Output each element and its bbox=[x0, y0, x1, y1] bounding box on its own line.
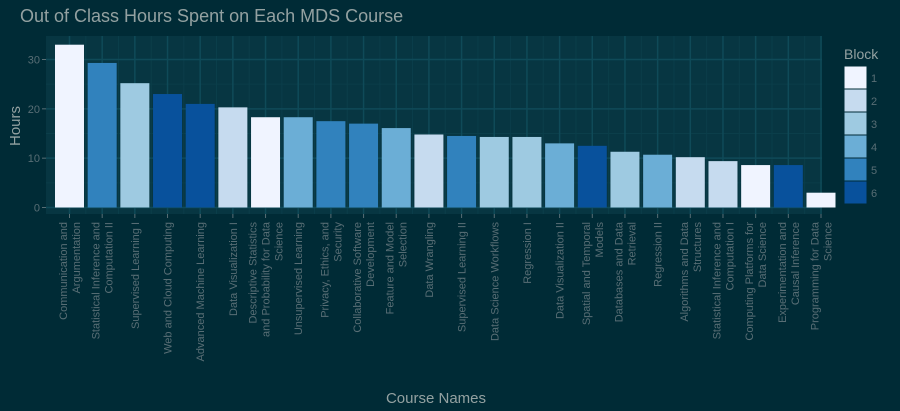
bar bbox=[479, 136, 509, 208]
bar bbox=[414, 134, 444, 208]
y-tick-label: 0 bbox=[34, 203, 40, 215]
x-tick-label: Collaborative Software bbox=[352, 222, 364, 333]
bars-group bbox=[55, 44, 836, 208]
x-tick-label: Feature and Model bbox=[385, 222, 397, 314]
bar bbox=[610, 151, 640, 208]
bar bbox=[675, 157, 705, 208]
bar bbox=[806, 192, 836, 208]
x-tick-label: Regression II bbox=[653, 222, 665, 287]
bar bbox=[381, 128, 411, 208]
x-tick-label: Causal Inference bbox=[790, 222, 802, 305]
x-tick-label: and Probability for Data bbox=[261, 221, 273, 337]
y-tick-label: 20 bbox=[28, 104, 40, 116]
legend: Block 1 2 3 4 5 6 bbox=[843, 46, 879, 205]
bar bbox=[153, 94, 183, 208]
x-tick-label: Unsupervised Learning bbox=[293, 222, 305, 335]
bar bbox=[447, 135, 477, 208]
x-tick-label: Data Science bbox=[757, 222, 769, 287]
x-tick-label: Science bbox=[274, 222, 286, 261]
x-tick-label: Communication and bbox=[58, 222, 70, 320]
bar bbox=[55, 44, 84, 208]
x-tick-label: Descriptive Statistics bbox=[248, 222, 260, 324]
x-tick-label: Databases and Data bbox=[613, 221, 625, 322]
bar bbox=[741, 165, 771, 208]
bar bbox=[316, 121, 346, 208]
x-tick-label: Programming for Data bbox=[810, 221, 822, 330]
y-tick-label: 30 bbox=[28, 55, 40, 67]
bar bbox=[708, 161, 738, 208]
x-tick-label: Supervised Learning I bbox=[130, 222, 142, 329]
legend-swatch bbox=[843, 88, 868, 113]
bar bbox=[512, 136, 542, 208]
x-tick-label: Models bbox=[594, 222, 606, 258]
legend-label: 1 bbox=[871, 73, 877, 85]
x-tick-label: Data Wrangling bbox=[424, 222, 436, 298]
x-tick-label: Science bbox=[823, 222, 835, 261]
bar bbox=[349, 123, 379, 208]
chart-title: Out of Class Hours Spent on Each MDS Cou… bbox=[20, 6, 403, 26]
legend-title: Block bbox=[844, 46, 879, 62]
y-axis-title: Hours bbox=[7, 106, 24, 146]
bar bbox=[577, 145, 607, 208]
x-axis-title: Course Names bbox=[386, 390, 486, 407]
x-tick-label: Computation II bbox=[104, 222, 116, 294]
legend-items: 1 2 3 4 5 6 bbox=[843, 65, 877, 205]
legend-swatch bbox=[843, 180, 868, 205]
legend-label: 4 bbox=[871, 142, 877, 154]
x-tick-label: Security bbox=[332, 222, 344, 262]
legend-swatch bbox=[843, 65, 868, 90]
x-tick-label: Web and Cloud Computing bbox=[163, 222, 175, 354]
bar bbox=[643, 154, 673, 208]
bar bbox=[773, 165, 803, 208]
legend-swatch bbox=[843, 111, 868, 136]
bar bbox=[545, 143, 575, 208]
x-tick-label: Selection bbox=[398, 222, 410, 267]
x-tick-label: Computation I bbox=[724, 222, 736, 290]
legend-swatch bbox=[843, 157, 868, 182]
y-tick-label: 10 bbox=[28, 153, 40, 165]
bar bbox=[185, 103, 215, 208]
legend-label: 2 bbox=[871, 96, 877, 108]
x-tick-label: Experimentation and bbox=[777, 222, 789, 323]
x-tick-label: Spatial and Temporal bbox=[581, 222, 593, 325]
legend-swatch bbox=[843, 134, 868, 159]
bar bbox=[283, 117, 313, 208]
x-tick-label: Data Visualization II bbox=[555, 222, 567, 319]
x-tick-label: Privacy, Ethics, and bbox=[319, 222, 331, 318]
x-tick-label: Argumentation bbox=[71, 222, 83, 294]
x-tick-label: Development bbox=[365, 222, 377, 287]
x-tick-label: Supervised Learning II bbox=[457, 222, 469, 332]
bar bbox=[120, 83, 150, 208]
bar bbox=[87, 62, 117, 208]
bar bbox=[251, 117, 281, 208]
x-tick-label: Statistical Inference and bbox=[91, 222, 103, 339]
bar bbox=[218, 107, 248, 208]
x-tick-label: Algorithms and Data bbox=[679, 221, 691, 322]
x-tick-label: Regression I bbox=[522, 222, 534, 284]
x-tick-label: Computing Platforms for bbox=[744, 222, 756, 341]
x-tick-label: Statistical Inference and bbox=[711, 222, 723, 339]
y-axis: 0 10 20 30 bbox=[28, 55, 46, 215]
x-axis: Communication and Argumentation Statistica… bbox=[58, 214, 835, 361]
x-tick-label: Advanced Machine Learning bbox=[195, 222, 207, 361]
legend-label: 6 bbox=[871, 188, 877, 200]
x-tick-label: Data Science Workflows bbox=[489, 222, 501, 342]
legend-label: 5 bbox=[871, 165, 877, 177]
legend-label: 3 bbox=[871, 119, 877, 131]
x-tick-label: Data Visualization I bbox=[228, 222, 240, 316]
x-tick-label: Structures bbox=[692, 222, 704, 273]
x-tick-label: Retrieval bbox=[626, 222, 638, 265]
